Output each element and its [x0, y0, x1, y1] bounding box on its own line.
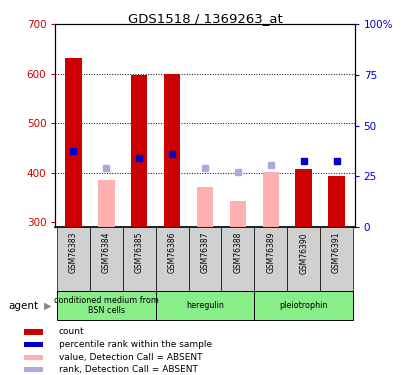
Text: GSM76384: GSM76384: [101, 232, 110, 273]
Text: heregulin: heregulin: [186, 301, 223, 310]
Bar: [319, 227, 352, 291]
Text: GSM76389: GSM76389: [265, 232, 274, 273]
Text: pleiotrophin: pleiotrophin: [279, 301, 327, 310]
Text: ▶: ▶: [44, 301, 51, 310]
Text: rank, Detection Call = ABSENT: rank, Detection Call = ABSENT: [58, 365, 197, 374]
Text: GSM76386: GSM76386: [167, 232, 176, 273]
Text: GSM76385: GSM76385: [135, 232, 144, 273]
Bar: [90, 227, 122, 291]
Bar: [328, 177, 344, 227]
Bar: [287, 227, 319, 291]
Bar: [57, 291, 155, 320]
Bar: [155, 291, 254, 320]
Text: GSM76391: GSM76391: [331, 232, 340, 273]
Text: value, Detection Call = ABSENT: value, Detection Call = ABSENT: [58, 352, 202, 362]
Text: conditioned medium from
BSN cells: conditioned medium from BSN cells: [54, 296, 158, 315]
Bar: [24, 342, 43, 347]
Text: agent: agent: [8, 301, 38, 310]
Text: GSM76390: GSM76390: [299, 232, 308, 274]
Bar: [98, 180, 114, 227]
Bar: [164, 74, 180, 227]
Text: count: count: [58, 327, 84, 336]
Text: percentile rank within the sample: percentile rank within the sample: [58, 340, 211, 349]
Bar: [24, 354, 43, 360]
Bar: [65, 58, 81, 227]
Bar: [295, 169, 311, 227]
Bar: [262, 171, 278, 227]
Bar: [229, 201, 245, 227]
Bar: [254, 291, 352, 320]
Bar: [24, 329, 43, 334]
Bar: [188, 227, 221, 291]
Text: GSM76387: GSM76387: [200, 232, 209, 273]
Bar: [221, 227, 254, 291]
Bar: [57, 227, 90, 291]
Text: GSM76388: GSM76388: [233, 232, 242, 273]
Text: GSM76383: GSM76383: [69, 232, 78, 273]
Bar: [155, 227, 188, 291]
Text: GDS1518 / 1369263_at: GDS1518 / 1369263_at: [127, 12, 282, 25]
Bar: [122, 227, 155, 291]
Bar: [196, 188, 213, 227]
Bar: [254, 227, 287, 291]
Bar: [131, 75, 147, 227]
Bar: [24, 367, 43, 372]
